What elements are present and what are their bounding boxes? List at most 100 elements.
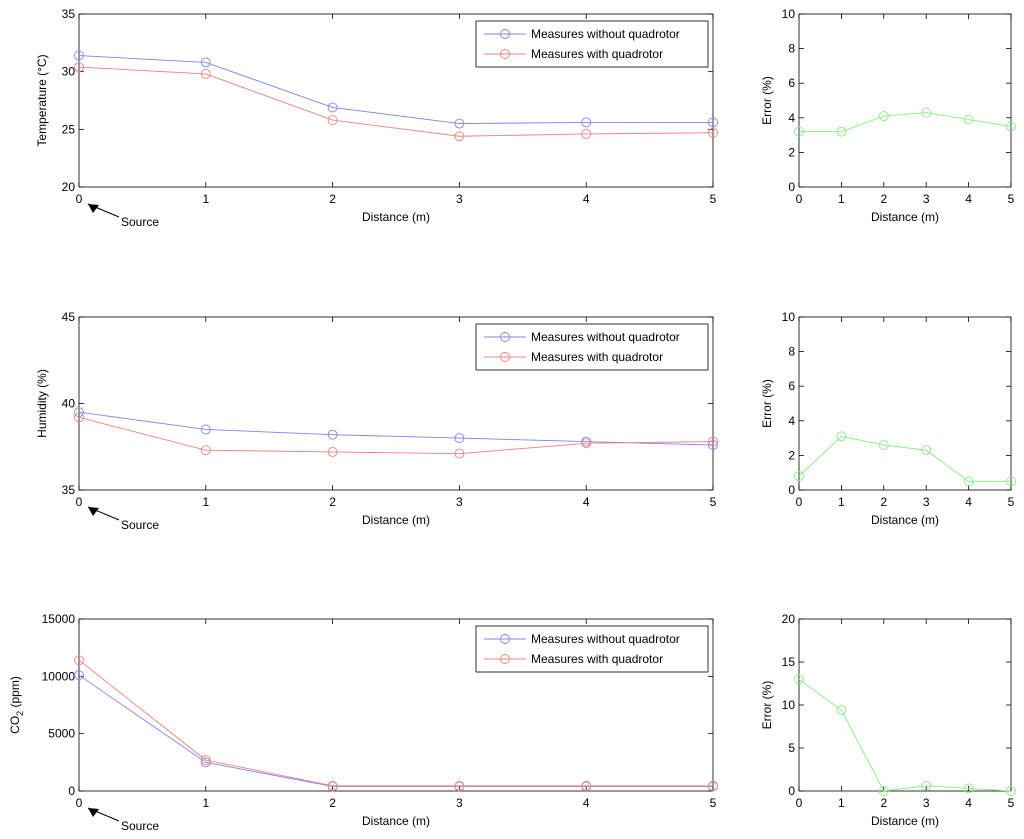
- co2-series-line-0: [78, 674, 713, 787]
- temperature-error-chart: 0 1 2 3 4 5 0 2 4 6 8 10 Distance (m) Error (%): [760, 7, 1016, 224]
- temperature-data-point: [200, 57, 211, 68]
- temperature-error-ytick-label: 4: [788, 111, 795, 125]
- temperature-source-label: Source: [121, 215, 159, 229]
- co2-error-xtick-label: 4: [965, 796, 972, 810]
- co2-ytick-label: 10000: [42, 669, 76, 683]
- co2-ytick-label: 0: [68, 784, 75, 798]
- co2-ylabel-main: CO: [8, 716, 22, 734]
- temperature-legend-marker: [500, 49, 510, 59]
- humidity-xtick-label: 2: [329, 495, 336, 509]
- temperature-data-point: [327, 115, 338, 126]
- humidity-data-point: [200, 424, 211, 435]
- humidity-xtick-label: 3: [456, 495, 463, 509]
- temperature-error-ytick-label: 6: [788, 76, 795, 90]
- temperature-data-point: [327, 102, 338, 113]
- humidity-error-data-point: [878, 440, 889, 450]
- temperature-data-point: [454, 131, 465, 142]
- temperature-xtick-label: 3: [456, 192, 463, 206]
- co2-legend-marker: [500, 654, 510, 664]
- humidity-series-line-1: [78, 416, 714, 455]
- co2-error-ytick-label: 10: [782, 698, 796, 712]
- temperature-ylabel: Temperature (°C): [35, 54, 49, 146]
- temperature-error-data-point: [963, 114, 974, 125]
- temperature-data-point: [581, 128, 592, 139]
- humidity-error-ytick-label: 8: [788, 345, 795, 359]
- co2-xtick-label: 2: [329, 796, 336, 810]
- humidity-error-data-point: [921, 445, 932, 456]
- co2-error-xtick-label: 2: [880, 796, 887, 810]
- temperature-data-point: [454, 118, 465, 129]
- humidity-error-data-point: [1006, 476, 1016, 487]
- humidity-error-data-point: [836, 431, 847, 442]
- co2-legend-marker: [500, 634, 510, 644]
- temperature-ytick-label: 30: [62, 65, 76, 79]
- temperature-error-xtick-label: 2: [880, 192, 887, 206]
- temperature-legend-label: Measures with quadrotor: [531, 47, 663, 61]
- co2-error-xtick-label: 0: [796, 796, 803, 810]
- temperature-error-xlabel: Distance (m): [871, 210, 939, 224]
- co2-error-ytick-label: 0: [788, 784, 795, 798]
- temperature-error-ytick-label: 2: [788, 145, 795, 159]
- humidity-xtick-label: 1: [202, 495, 209, 509]
- humidity-xtick-label: 5: [710, 495, 717, 509]
- co2-error-data-point: [921, 780, 932, 791]
- co2-legend-label: Measures without quadrotor: [531, 632, 680, 646]
- temperature-error-data-point: [921, 107, 932, 118]
- humidity-error-data-point: [963, 476, 974, 487]
- humidity-data-point: [454, 433, 465, 444]
- temperature-source-arrow-head: [88, 204, 99, 213]
- humidity-error-xtick-label: 1: [838, 495, 845, 509]
- co2-error-data-point: [963, 783, 974, 794]
- humidity-error-axes-box: [798, 316, 1012, 491]
- co2-xtick-label: 3: [456, 796, 463, 810]
- humidity-legend-label: Measures with quadrotor: [531, 350, 663, 364]
- temperature-ytick-label: 35: [62, 7, 76, 21]
- co2-error-series-line-0: [798, 678, 1012, 792]
- temperature-error-data-point: [836, 126, 847, 137]
- co2-source-arrow-head: [88, 808, 99, 817]
- humidity-error-data-point: [794, 471, 804, 482]
- co2-error-ytick-label: 15: [782, 655, 796, 669]
- co2-error-xtick-label: 5: [1008, 796, 1015, 810]
- co2-error-ylabel: Error (%): [760, 681, 774, 730]
- humidity-error-ytick-label: 10: [782, 310, 796, 324]
- co2-error-chart: 0 1 2 3 4 5 0 5 10 15 20 Distance (m) Error (%): [760, 612, 1016, 828]
- co2-error-data-point: [794, 674, 804, 685]
- humidity-error-xlabel: Distance (m): [871, 513, 939, 527]
- humidity-ytick-label: 40: [62, 397, 76, 411]
- humidity-error-xtick-label: 4: [965, 495, 972, 509]
- temperature-error-data-point: [794, 126, 804, 137]
- co2-data-point: [327, 780, 338, 791]
- co2-data-point: [454, 780, 465, 791]
- temperature-legend-box: [475, 20, 709, 68]
- temperature-xtick-label: 4: [583, 192, 590, 206]
- temperature-error-ytick-label: 8: [788, 42, 795, 56]
- temperature-error-axes-box: [798, 13, 1012, 188]
- humidity-xtick-label: 4: [583, 495, 590, 509]
- co2-ylabel-suffix: (ppm): [8, 676, 22, 711]
- humidity-source-label: Source: [121, 518, 159, 532]
- temperature-xtick-label: 5: [710, 192, 717, 206]
- humidity-error-ytick-label: 0: [788, 483, 795, 497]
- humidity-legend-marker: [500, 332, 510, 342]
- temperature-error-ylabel: Error (%): [760, 76, 774, 125]
- co2-data-point: [200, 757, 211, 768]
- humidity-data-point: [581, 438, 592, 449]
- temperature-xtick-label: 0: [76, 192, 83, 206]
- temperature-error-series-line-0: [799, 112, 1012, 133]
- temperature-data-point: [74, 62, 84, 73]
- co2-legend-label: Measures with quadrotor: [531, 652, 663, 666]
- temperature-data-point: [581, 117, 592, 128]
- temperature-error-xtick-label: 0: [796, 192, 803, 206]
- co2-error-xtick-label: 1: [838, 796, 845, 810]
- humidity-error-xtick-label: 5: [1008, 495, 1015, 509]
- co2-data-point: [74, 670, 84, 681]
- temperature-error-xtick-label: 3: [923, 192, 930, 206]
- humidity-error-series-line-0: [798, 435, 1011, 482]
- humidity-xlabel: Distance (m): [362, 513, 430, 527]
- humidity-legend-marker: [500, 352, 510, 362]
- humidity-data-point: [327, 429, 338, 440]
- humidity-data-point: [708, 436, 718, 447]
